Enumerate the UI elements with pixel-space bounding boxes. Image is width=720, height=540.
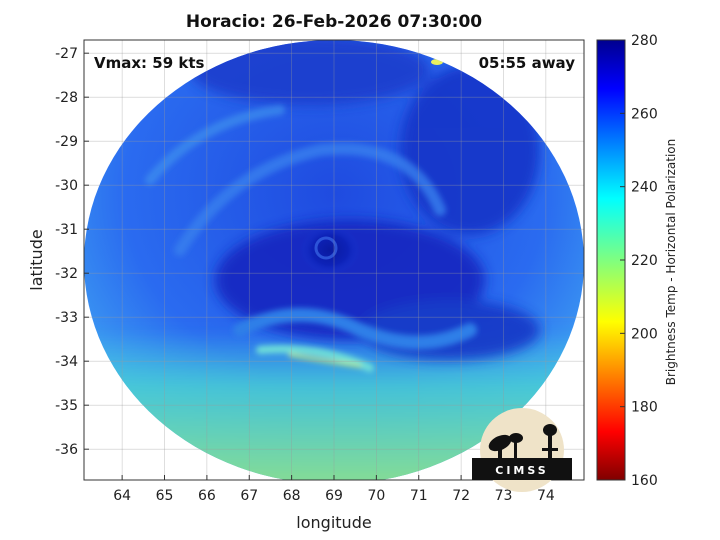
time-away-label: 05:55 away [479,54,576,72]
colorbar-tick-label: 280 [631,33,658,49]
x-axis: 64 65 66 67 68 69 70 71 72 73 74 [113,475,555,504]
colorbar-tick-label: 240 [631,180,658,196]
x-tick-label: 65 [156,488,174,504]
grid-lines [84,40,584,480]
vmax-label: Vmax: 59 kts [94,54,204,72]
y-tick-label: -30 [55,178,78,194]
colorbar-tick-label: 260 [631,106,658,122]
x-axis-title: longitude [296,513,371,532]
cimss-logo-text: CIMSS [495,464,548,477]
x-tick-label: 68 [283,488,301,504]
y-tick-label: -36 [55,442,78,458]
y-tick-label: -27 [55,46,78,62]
colorbar-title: Brightness Temp - Horizontal Polarizatio… [664,139,678,386]
y-tick-label: -34 [55,354,78,370]
y-tick-label: -28 [55,90,78,106]
x-tick-label: 66 [198,488,216,504]
colorbar-ticks: 280 260 240 220 200 180 160 [620,33,658,489]
colorbar-tick-label: 220 [631,253,658,269]
y-tick-label: -33 [55,310,78,326]
y-tick-label: -32 [55,266,78,282]
x-tick-label: 69 [325,488,343,504]
y-axis-title: latitude [27,229,46,290]
y-tick-label: -31 [55,222,78,238]
cimss-logo: CIMSS [472,408,572,492]
x-tick-label: 70 [367,488,385,504]
x-tick-label: 73 [495,488,513,504]
y-tick-label: -29 [55,134,78,150]
x-tick-label: 71 [410,488,428,504]
colorbar-tick-label: 160 [631,473,658,489]
plot-title: Horacio: 26-Feb-2026 07:30:00 [185,12,483,32]
colorbar-tick-label: 200 [631,326,658,342]
x-tick-label: 67 [240,488,258,504]
storm-eye [300,225,360,275]
x-tick-label: 74 [537,488,555,504]
x-tick-label: 72 [452,488,470,504]
x-tick-label: 64 [113,488,131,504]
y-axis: -27 -28 -29 -30 -31 -32 -33 -34 -35 -36 [55,46,89,458]
y-tick-label: -35 [55,398,78,414]
colorbar-tick-label: 180 [631,400,658,416]
